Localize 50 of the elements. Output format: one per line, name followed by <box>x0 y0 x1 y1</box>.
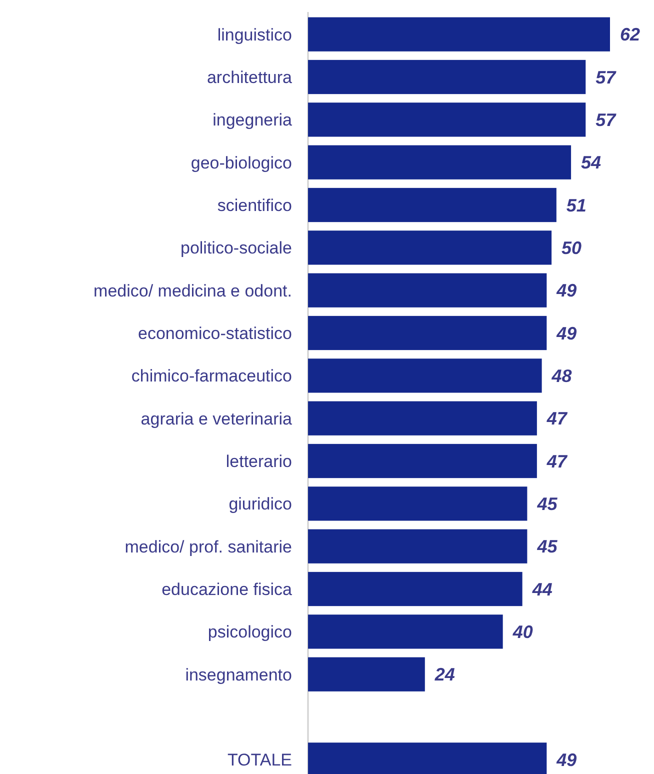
data-label: 62 <box>620 24 640 45</box>
y-tick-label: psicologico <box>208 622 292 642</box>
bar <box>308 145 572 180</box>
bar <box>308 316 547 350</box>
bar <box>308 444 537 478</box>
y-tick-label: insegnamento <box>185 665 292 684</box>
y-tick-label: politico-sociale <box>180 238 292 258</box>
bar <box>308 102 586 137</box>
bar <box>308 572 522 606</box>
bar <box>308 230 552 265</box>
data-label: 49 <box>556 280 577 301</box>
y-tick-label: TOTALE <box>227 750 292 770</box>
y-tick-label: medico/ prof. sanitarie <box>124 537 292 556</box>
y-tick-label: chimico-farmaceutico <box>131 366 292 386</box>
data-label: 49 <box>556 323 577 344</box>
y-tick-label: educazione fisica <box>162 580 293 599</box>
data-label: 54 <box>581 152 602 173</box>
data-label: 24 <box>434 664 455 685</box>
y-tick-label: agraria e veterinaria <box>140 409 293 428</box>
data-label: 47 <box>546 451 568 472</box>
y-tick-label: geo-biologico <box>190 153 292 172</box>
bar <box>308 529 528 564</box>
data-label: 49 <box>556 750 577 770</box>
data-label: 47 <box>546 408 568 429</box>
y-tick-label: medico/ medicina e odont. <box>94 281 292 300</box>
data-label: 57 <box>596 110 617 130</box>
data-label: 44 <box>531 579 552 600</box>
data-label: 45 <box>536 494 558 514</box>
bar <box>308 273 547 308</box>
bar <box>308 358 542 393</box>
data-label: 45 <box>536 536 558 557</box>
y-tick-label: letterario <box>226 452 292 471</box>
y-tick-label: economico-statistico <box>138 324 292 343</box>
y-tick-label: scientifico <box>217 196 292 215</box>
bar <box>308 486 528 521</box>
data-label: 51 <box>566 195 586 216</box>
data-label: 48 <box>550 366 572 386</box>
bar <box>308 60 586 94</box>
bar <box>308 614 503 649</box>
y-tick-label: giuridico <box>228 494 292 514</box>
y-tick-label: ingegneria <box>212 110 293 130</box>
y-tick-label: linguistico <box>217 25 292 44</box>
bar <box>308 657 425 692</box>
bar <box>308 401 537 436</box>
y-tick-label: architettura <box>206 68 293 87</box>
data-label: 50 <box>562 238 582 258</box>
bar <box>308 188 556 222</box>
data-label: 40 <box>512 622 533 642</box>
data-label: 57 <box>596 67 617 88</box>
bar <box>308 17 610 52</box>
